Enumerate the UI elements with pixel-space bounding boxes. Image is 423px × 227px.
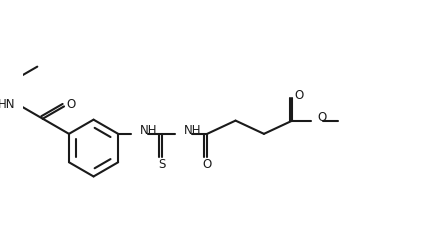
Text: O: O — [317, 111, 326, 124]
Text: NH: NH — [184, 123, 201, 137]
Text: O: O — [294, 89, 304, 102]
Text: O: O — [66, 98, 75, 111]
Text: O: O — [203, 158, 212, 171]
Text: NH: NH — [140, 123, 157, 137]
Text: HN: HN — [0, 98, 15, 111]
Text: S: S — [158, 158, 165, 171]
